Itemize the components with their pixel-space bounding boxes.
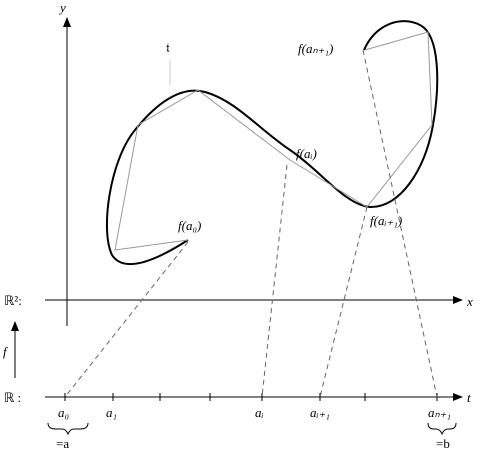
brace-b bbox=[427, 422, 457, 436]
label-f-ai1: f(aᵢ₊₁) bbox=[370, 213, 402, 228]
label-f-a0: f(a₀) bbox=[178, 218, 201, 233]
t-ticks bbox=[64, 393, 438, 401]
proj-ai bbox=[261, 164, 288, 398]
projections bbox=[64, 49, 438, 398]
label-y: y bbox=[58, 0, 66, 15]
label-ai1: aᵢ₊₁ bbox=[310, 405, 330, 420]
label-eq-b: =b bbox=[436, 436, 450, 451]
proj-a0 bbox=[64, 241, 189, 398]
curve bbox=[106, 20, 439, 265]
label-eq-a: =a bbox=[56, 436, 69, 451]
label-f-an1: f(aₙ₊₁) bbox=[298, 41, 333, 56]
label-glyph: 𝔱 bbox=[166, 40, 170, 55]
label-r: ℝ : bbox=[4, 390, 21, 405]
label-t: t bbox=[467, 390, 471, 405]
label-f: f bbox=[3, 344, 9, 359]
axes bbox=[11, 17, 463, 436]
proj-ai1 bbox=[319, 206, 368, 398]
polygon bbox=[114, 31, 433, 251]
label-f-ai: f(aᵢ) bbox=[296, 146, 317, 161]
brace-a bbox=[47, 422, 89, 436]
label-a0: a₀ bbox=[58, 405, 69, 420]
label-an1: aₙ₊₁ bbox=[428, 405, 451, 420]
label-x: x bbox=[466, 294, 473, 309]
label-r2: ℝ²: bbox=[4, 293, 22, 308]
label-ai: aᵢ bbox=[255, 405, 264, 420]
label-a1: a₁ bbox=[106, 405, 117, 420]
